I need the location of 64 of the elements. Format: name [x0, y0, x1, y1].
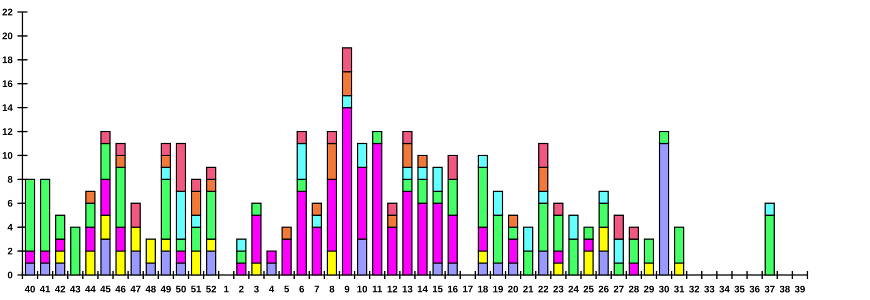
y-tick-label: 12: [2, 128, 12, 135]
x-tick-label: 1: [224, 286, 229, 292]
y-tick-label: 4: [8, 224, 13, 230]
x-tick-label: 9: [344, 286, 350, 292]
x-tick-label: 48: [146, 286, 156, 292]
y-tick-label: 2: [8, 248, 12, 254]
x-tick-label: 34: [719, 286, 730, 292]
x-tick-label: 7: [314, 286, 320, 292]
x-tick-label: 27: [614, 286, 624, 292]
x-tick-label: 8: [330, 286, 334, 292]
x-tick-label: 30: [658, 286, 669, 292]
x-tick-label: 49: [160, 286, 171, 292]
x-tick-label: 3: [254, 286, 259, 292]
x-tick-label: 36: [750, 286, 760, 292]
x-tick-label: 38: [780, 286, 790, 292]
x-tick-label: 42: [55, 286, 66, 292]
x-tick-label: 19: [493, 286, 503, 292]
x-tick-label: 15: [432, 286, 443, 292]
x-tick-label: 11: [372, 286, 382, 292]
x-tick-label: 23: [553, 286, 564, 292]
x-tick-label: 35: [734, 286, 745, 292]
y-tick-label: 18: [2, 56, 12, 64]
x-tick-label: 45: [100, 286, 111, 292]
y-tick-label: 10: [2, 152, 12, 159]
x-tick-label: 44: [85, 286, 96, 292]
x-tick-label: 46: [115, 286, 126, 292]
y-tick-label: 16: [2, 80, 12, 88]
y-tick-label: 22: [2, 8, 12, 16]
x-tick-label: 26: [598, 286, 609, 292]
x-tick-label: 31: [674, 286, 684, 292]
x-tick-label: 32: [689, 286, 700, 292]
x-tick-label: 14: [418, 286, 428, 292]
x-tick-label: 29: [644, 286, 654, 292]
x-tick-label: 13: [402, 286, 412, 292]
x-tick-label: 16: [448, 286, 458, 292]
x-tick-label: 43: [70, 286, 80, 292]
x-tick-label: 22: [538, 286, 548, 292]
y-tick-label: 14: [2, 104, 13, 111]
x-tick-label: 40: [24, 286, 35, 292]
x-tick-label: 10: [357, 286, 368, 292]
x-tick-label: 5: [284, 286, 290, 292]
x-tick-label: 33: [704, 286, 714, 292]
x-tick-label: 4: [269, 286, 274, 292]
x-tick-label: 41: [40, 286, 50, 292]
x-tick-label: 12: [388, 286, 398, 292]
x-tick-label: 17: [463, 286, 473, 292]
x-tick-label: 20: [508, 286, 518, 292]
x-tick-label: 2: [239, 286, 244, 292]
x-tick-label: 28: [628, 286, 639, 292]
x-tick-label: 6: [299, 286, 304, 292]
x-tick-label: 21: [523, 286, 534, 292]
x-tick-label: 50: [176, 286, 186, 292]
x-tick-label: 39: [794, 286, 805, 292]
y-tick-label: 20: [2, 32, 12, 40]
x-tick-label: 52: [206, 286, 216, 292]
x-tick-label: 37: [764, 286, 775, 292]
x-tick-label: 51: [191, 286, 202, 292]
x-tick-label: 18: [478, 286, 488, 292]
y-tick-label: 8: [8, 176, 12, 183]
x-tick-label: 25: [584, 286, 594, 292]
y-tick-label: 0: [8, 272, 12, 278]
y-tick-label: 6: [8, 200, 12, 207]
x-tick-label: 24: [568, 286, 579, 292]
x-tick-label: 47: [130, 286, 141, 292]
